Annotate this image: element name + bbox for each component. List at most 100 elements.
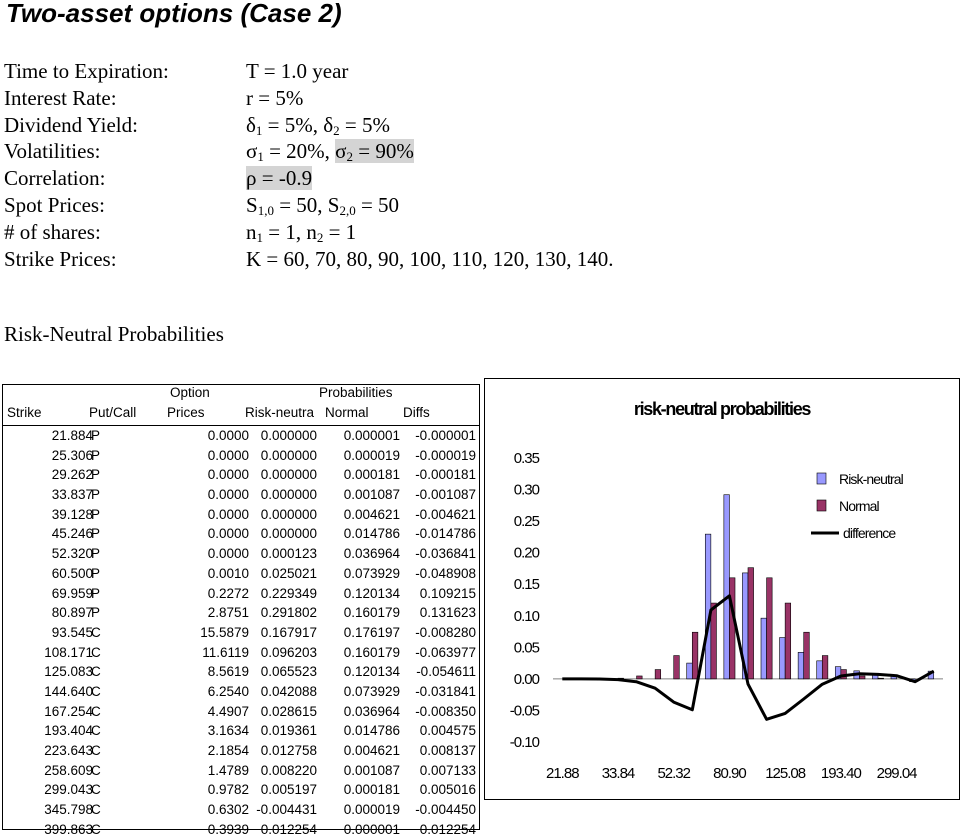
table-row: 45.246 P 0.0000 0.000000 0.014786 -0.014786 [3,525,479,545]
cell-strike: 52.320 [51,546,93,562]
cell-strike: 39.128 [51,506,93,522]
cell-strike: 299.043 [44,782,93,798]
cell-putcall: P [91,428,101,443]
parameter-value: δ1 = 5%, δ2 = 5% [246,112,390,138]
cell-normal: 0.000019 [343,802,400,818]
cell-putcall: C [91,644,101,660]
cell-risk-neutral: 0.012254 [260,821,317,837]
cell-diff: 0.007133 [419,762,476,778]
cell-normal: 0.000001 [343,428,400,443]
cell-normal: 0.120134 [343,585,400,601]
cell-risk-neutral: 0.000000 [260,506,317,522]
risk-neutral-heading: Risk-Neutral Probabilities [4,322,224,346]
cell-risk-neutral: 0.167917 [260,624,317,640]
table-row: 167.254 C 4.4907 0.028615 0.036964 -0.008350 [3,703,479,723]
cell-normal: 0.036964 [343,546,400,562]
cell-price: 6.2540 [207,683,249,699]
cell-price: 11.6119 [202,644,249,660]
table-row: 144.640 C 6.2540 0.042088 0.073929 -0.031841 [3,683,479,703]
parameter-label: Time to Expiration: [4,59,169,83]
normal-bar [784,602,792,680]
cell-risk-neutral: 0.042088 [260,683,317,699]
risk-neutral-bar [779,637,786,680]
cell-diff: -0.048908 [415,565,476,581]
legend-label: Normal [839,498,880,514]
cell-putcall: C [91,762,101,778]
cell-price: 3.1634 [207,723,249,739]
cell-putcall: C [91,624,101,640]
table-row: 193.404 C 3.1634 0.019361 0.014786 0.004575 [3,722,479,742]
cell-normal: 0.000019 [343,447,400,463]
table-row: 69.959 P 0.2272 0.229349 0.120134 0.109215 [3,585,479,605]
cell-strike: 45.246 [51,526,93,542]
cell-price: 4.4907 [207,703,249,719]
header-normal: Normal [325,405,369,420]
cell-strike: 80.897 [51,605,93,621]
cell-risk-neutral: 0.000000 [260,487,317,503]
cell-diff: -0.054611 [416,664,476,680]
cell-normal: 0.120134 [343,664,400,680]
cell-diff: -0.036841 [415,546,476,562]
parameter-label: Interest Rate: [4,85,117,110]
normal-bar [747,567,754,680]
cell-strike: 29.262 [51,467,93,483]
cell-risk-neutral: 0.028615 [260,703,317,719]
table-row: 345.798 C 0.6302 -0.004431 0.000019 -0.004450 [3,801,479,821]
y-tick-label: 0.10 [514,608,540,625]
normal-bar [821,655,829,680]
cell-price: 0.0000 [207,467,249,483]
cell-risk-neutral: 0.065523 [260,664,317,680]
cell-strike: 60.500 [51,565,93,581]
y-tick-label: -0.10 [510,734,540,751]
normal-bar [803,631,810,680]
x-tick-label: 52.32 [657,765,690,782]
cell-diff: -0.063977 [415,644,476,660]
header-option: Option [170,385,210,400]
cell-normal: 0.176197 [343,624,400,640]
cell-risk-neutral: 0.019361 [260,723,317,739]
table-row: 299.043 C 0.9782 0.005197 0.000181 0.005016 [3,781,479,801]
table-row: 52.320 P 0.0000 0.000123 0.036964 -0.036841 [3,545,479,565]
cell-normal: 0.160179 [343,605,400,621]
cell-strike: 258.609 [44,762,93,778]
parameter-value: S1,0 = 50, S2,0 = 50 [246,192,400,218]
cell-diff: -0.001087 [415,487,476,503]
cell-diff: -0.004450 [415,802,476,818]
table-row: 33.837 P 0.0000 0.000000 0.001087 -0.001087 [3,486,479,506]
risk-neutral-bar [723,494,730,680]
page-title: Two-asset options (Case 2) [6,0,342,28]
cell-putcall: C [91,821,101,837]
cell-price: 0.3939 [207,821,249,837]
table-row: 399.863 C 0.3939 0.012254 0.000001 0.012254 [3,821,479,840]
cell-risk-neutral: 0.096203 [260,644,317,660]
cell-strike: 21.884 [51,428,93,443]
cell-price: 15.5879 [200,624,249,640]
y-tick-label: 0.15 [514,576,540,593]
parameter-label: # of shares: [4,219,101,244]
table-row: 93.545 C 15.5879 0.167917 0.176197 -0.008280 [3,624,479,644]
cell-strike: 108.171 [44,644,93,660]
cell-price: 0.6302 [207,802,249,818]
cell-normal: 0.001087 [343,487,400,503]
cell-price: 0.0000 [207,506,249,522]
cell-strike: 167.254 [44,703,93,719]
cell-strike: 399.863 [44,821,93,837]
cell-diff: -0.000181 [415,467,476,483]
header-diffs: Diffs [403,405,430,420]
cell-diff: 0.109215 [419,585,476,601]
cell-diff: 0.005016 [419,782,476,798]
y-tick-label: 0.05 [514,639,540,656]
cell-strike: 345.798 [44,802,93,818]
table-row: 125.083 C 8.5619 0.065523 0.120134 -0.054611 [3,663,479,683]
header-divider [3,425,479,426]
normal-bar [766,577,773,680]
normal-bar [859,675,866,680]
cell-price: 0.0000 [207,447,249,463]
cell-normal: 0.001087 [343,762,400,778]
cell-diff: 0.008137 [419,743,476,758]
cell-normal: 0.014786 [343,723,400,739]
legend-risk-neutral-swatch [816,472,827,485]
risk-neutral-bar [760,617,767,680]
cell-normal: 0.073929 [343,565,400,581]
y-tick-label: 0.25 [514,513,540,530]
